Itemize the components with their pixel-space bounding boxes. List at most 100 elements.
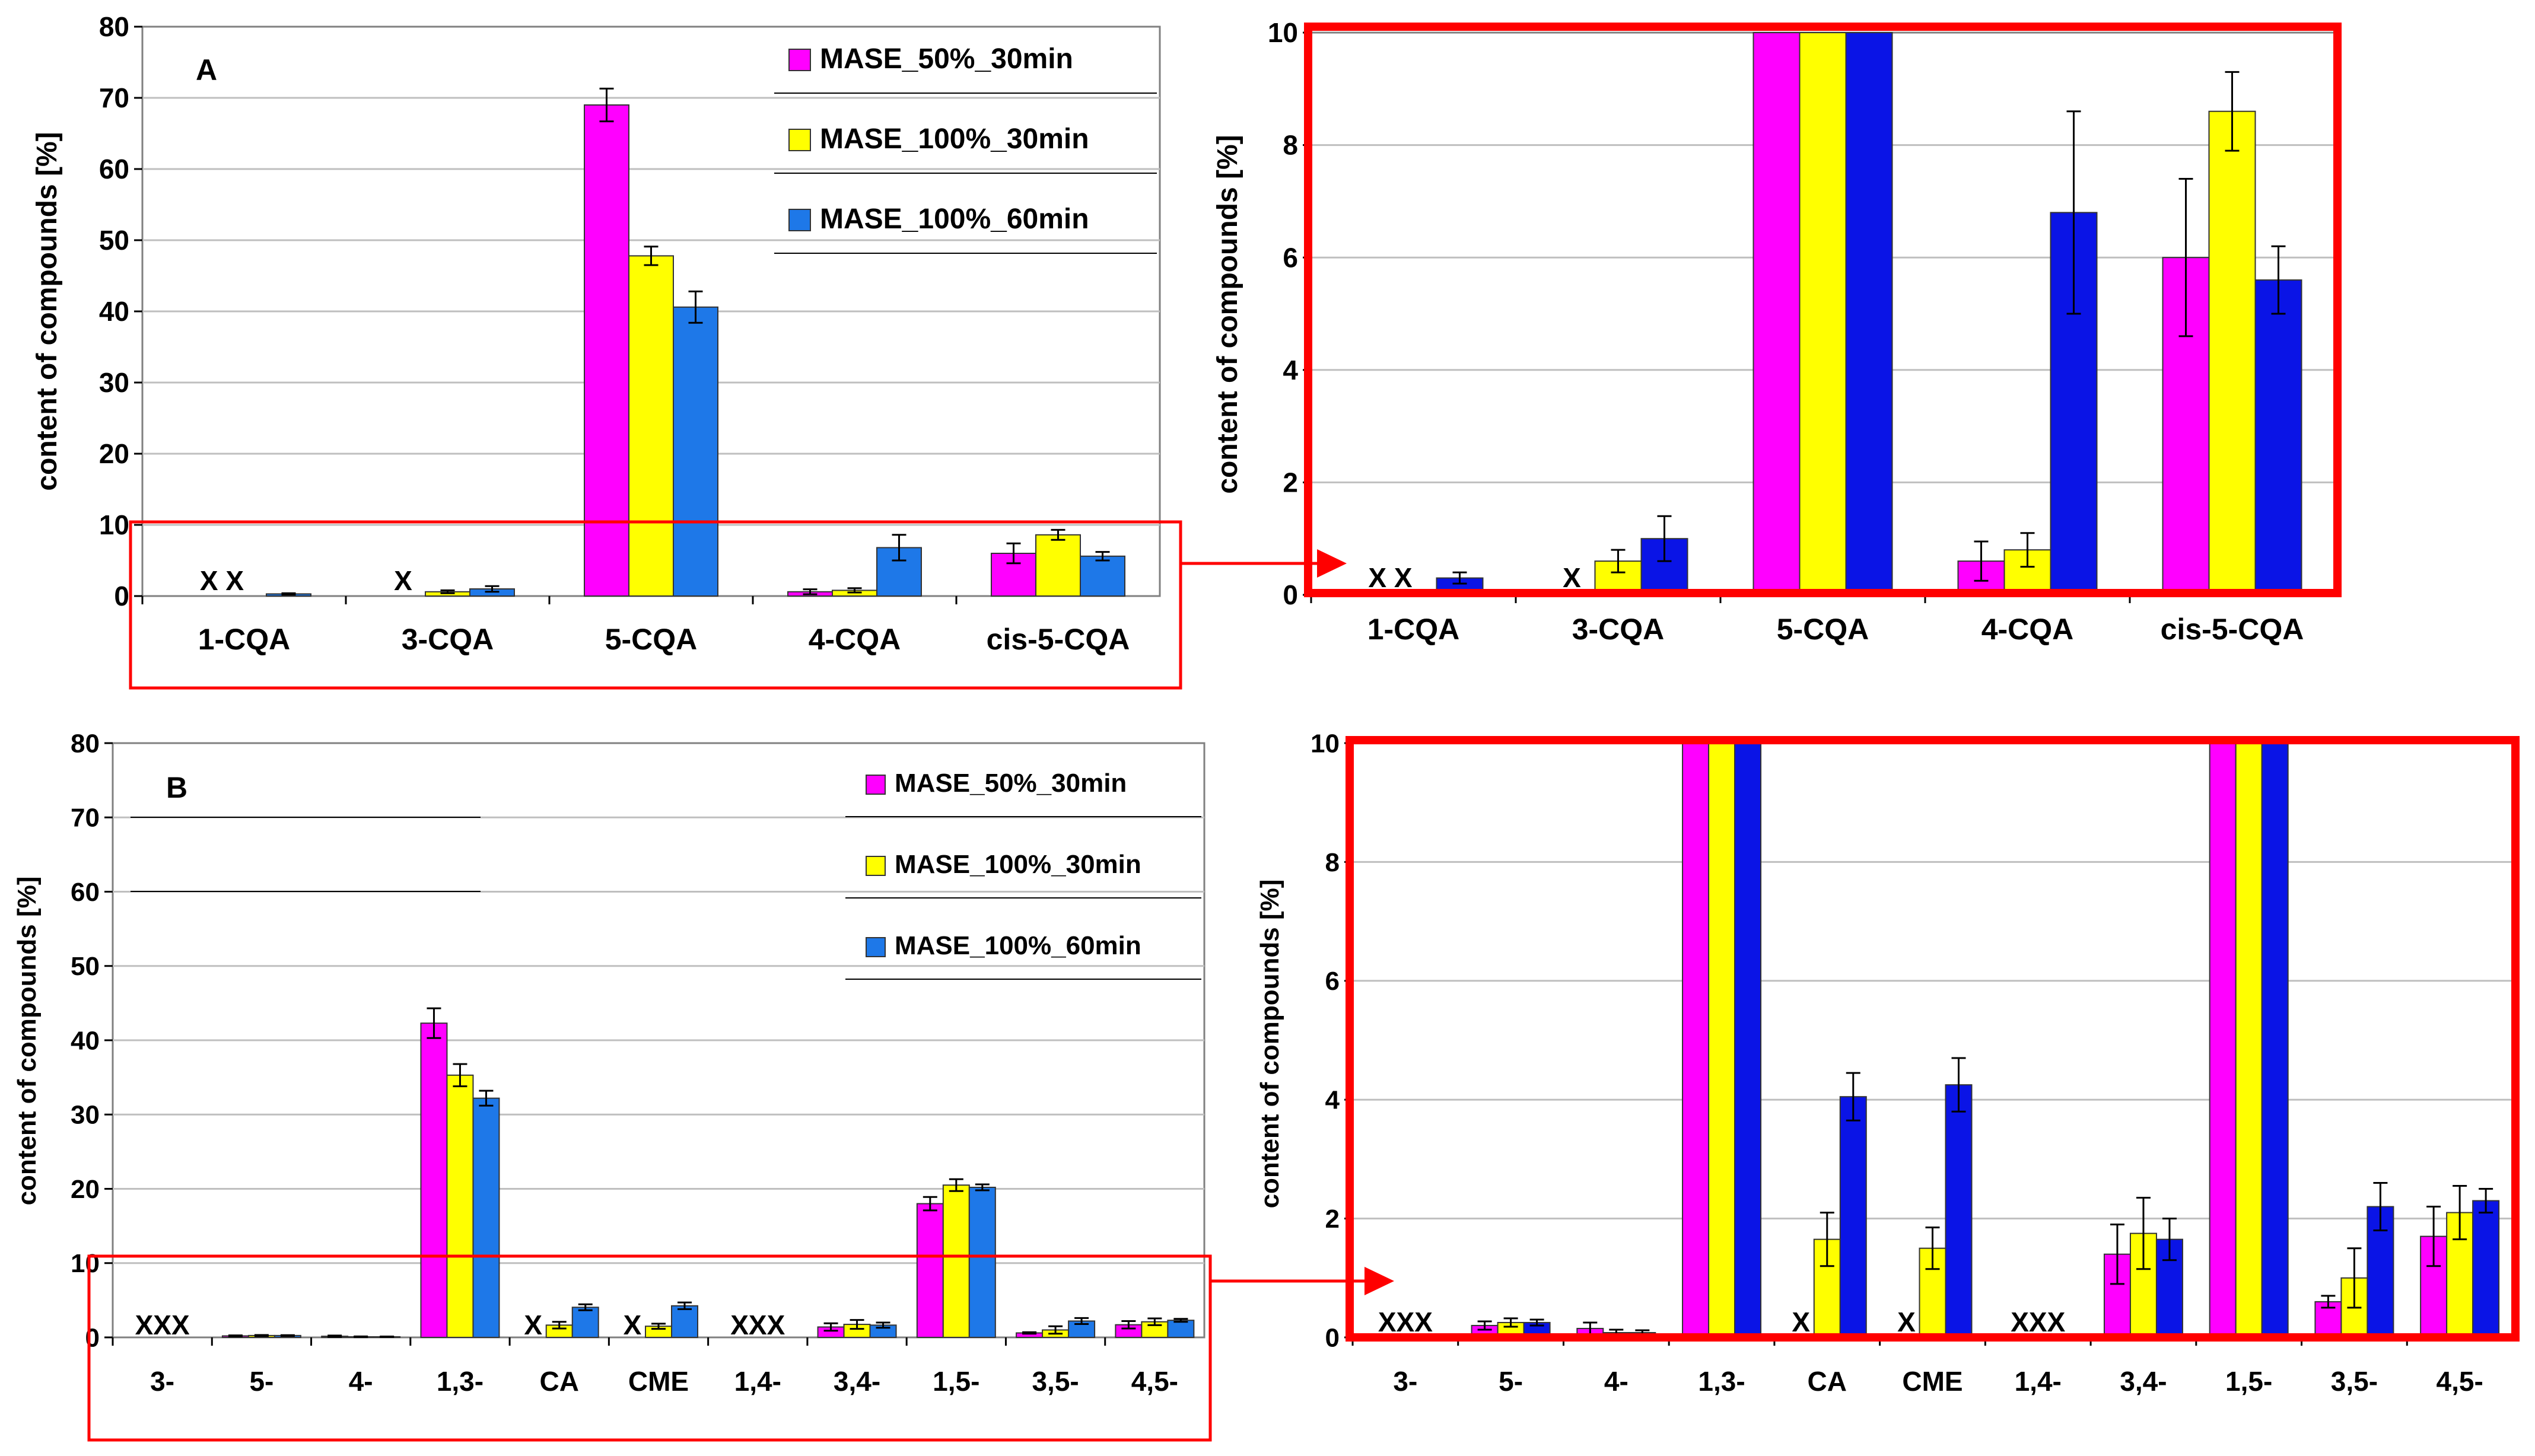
bar-5-CQA-MASE_100%_60min bbox=[673, 306, 718, 597]
y-tick-label: 20 bbox=[71, 1175, 100, 1204]
not-detected-mark: XXX bbox=[730, 1310, 785, 1340]
bar-CME-MASE_100%_30min bbox=[1919, 1247, 1946, 1338]
legend-swatch bbox=[866, 775, 886, 795]
y-tick-label: 2 bbox=[1325, 1205, 1340, 1234]
y-tick-label: 40 bbox=[71, 1026, 100, 1055]
y-tick-label: 6 bbox=[1325, 967, 1340, 996]
bar-CME-MASE_100%_60min bbox=[671, 1305, 698, 1339]
bar-CME-MASE_100%_60min bbox=[1945, 1084, 1973, 1339]
x-tick-label: 4-CQA bbox=[809, 623, 901, 656]
x-tick-label: 4- bbox=[1604, 1366, 1628, 1397]
y-tick-label: 70 bbox=[71, 804, 100, 833]
legend: MASE_50%_30min MASE_100%_30min MASE_100%_6… bbox=[774, 43, 1157, 254]
panel-label: A bbox=[196, 53, 217, 87]
bar-5-CQA-MASE_100%_30min bbox=[628, 255, 674, 597]
chart-B: 0 10 20 30 40 50 60 70 80 content of compounds [%… bbox=[12, 729, 1212, 1442]
zoom-region-box bbox=[87, 1254, 1212, 1442]
legend-label: MASE_50%_30min bbox=[895, 769, 1127, 798]
bar-1,5--MASE_50%_30min bbox=[2209, 743, 2237, 1338]
x-tick-label: 4-CQA bbox=[1981, 613, 2074, 646]
x-tick-label: 1-CQA bbox=[1367, 613, 1460, 646]
not-detected-mark: X bbox=[624, 1310, 642, 1340]
y-tick-label: 30 bbox=[71, 1101, 100, 1130]
x-tick-label: cis-5-CQA bbox=[2161, 613, 2304, 646]
x-tick-label: CA bbox=[1808, 1366, 1847, 1397]
x-tick-label: 1,5- bbox=[2225, 1366, 2272, 1397]
y-axis-label: content of compounds [%] bbox=[1212, 135, 1243, 493]
legend-label: MASE_50%_30min bbox=[820, 43, 1073, 75]
bar-4,5--MASE_100%_60min bbox=[1167, 1320, 1195, 1338]
zoom-frame bbox=[1304, 23, 2342, 597]
bar-CA-MASE_100%_60min bbox=[571, 1307, 599, 1338]
x-tick-label: 5- bbox=[249, 1366, 273, 1397]
legend-label: MASE_100%_60min bbox=[820, 203, 1089, 235]
x-tick-label: 3,5- bbox=[2331, 1366, 2378, 1397]
chart-A: 0 10 20 30 40 50 60 70 80 content of compounds [%… bbox=[31, 11, 1182, 690]
x-tick-label: 4,5- bbox=[1131, 1366, 1178, 1397]
y-tick-label: 10 bbox=[71, 1249, 100, 1278]
x-tick-label: 1,5- bbox=[933, 1366, 979, 1397]
legend-label: MASE_100%_30min bbox=[820, 123, 1089, 155]
not-detected-mark: X bbox=[1563, 562, 1581, 593]
y-tick-label: 20 bbox=[99, 438, 129, 469]
zoom-region-box bbox=[129, 520, 1182, 690]
zoom-arrow bbox=[1181, 549, 1347, 578]
y-tick-label: 0 bbox=[1325, 1323, 1340, 1352]
zoom-frame bbox=[1346, 736, 2520, 1342]
legend-swatch bbox=[788, 49, 811, 71]
bar-1,5--MASE_100%_30min bbox=[942, 1184, 970, 1339]
legend: MASE_50%_30min MASE_100%_30min MASE_100%_6… bbox=[845, 769, 1201, 980]
y-tick-label: 80 bbox=[71, 729, 100, 758]
chart-A-zoom: 0 2 4 6 8 10 content of compounds [%] 1-CQA 3-CQ… bbox=[1212, 17, 2342, 646]
x-tick-label: CA bbox=[540, 1366, 579, 1397]
y-tick-label: 0 bbox=[85, 1323, 100, 1352]
x-tick-label: 5- bbox=[1499, 1366, 1523, 1397]
zoom-arrow bbox=[1210, 1267, 1394, 1295]
bar-1,3--MASE_100%_60min bbox=[472, 1097, 500, 1338]
bar-1,5--MASE_100%_30min bbox=[2235, 743, 2263, 1338]
y-tick-label: 60 bbox=[71, 878, 100, 907]
bar-CA-MASE_100%_60min bbox=[1839, 1096, 1867, 1338]
y-axis-label: content of compounds [%] bbox=[31, 132, 63, 490]
y-tick-label: 10 bbox=[99, 509, 129, 540]
y-tick-label: 8 bbox=[1325, 848, 1340, 877]
panel-label: B bbox=[166, 771, 187, 804]
x-tick-label: 4,5- bbox=[2437, 1366, 2483, 1397]
not-detected-mark: X bbox=[1897, 1307, 1916, 1337]
legend-label: MASE_100%_60min bbox=[895, 931, 1141, 960]
y-tick-label: 4 bbox=[1283, 355, 1298, 385]
y-axis-label: content of compounds [%] bbox=[12, 877, 42, 1206]
y-tick-label: 6 bbox=[1283, 242, 1298, 273]
x-tick-label: 3-CQA bbox=[1572, 613, 1665, 646]
y-tick-label: 80 bbox=[99, 11, 129, 42]
y-tick-label: 10 bbox=[1268, 17, 1298, 48]
bar-1,5--MASE_50%_30min bbox=[916, 1203, 944, 1339]
not-detected-mark: X X bbox=[200, 565, 244, 596]
y-tick-label: 50 bbox=[71, 952, 100, 981]
x-tick-label: 3- bbox=[150, 1366, 174, 1397]
legend-label: MASE_100%_30min bbox=[895, 850, 1141, 879]
chart-B-zoom: 0 2 4 6 8 10 content of compounds [%] 3- 5- 4- 1,3… bbox=[1255, 729, 2520, 1397]
y-tick-label: 40 bbox=[99, 296, 129, 327]
y-tick-label: 50 bbox=[99, 225, 129, 256]
bar-1,3--MASE_50%_30min bbox=[1682, 743, 1710, 1338]
y-tick-label: 2 bbox=[1283, 467, 1298, 498]
bar-cis-5-CQA-MASE_100%_30min bbox=[1035, 534, 1081, 597]
x-tick-label: 3,4- bbox=[834, 1366, 880, 1397]
legend-swatch bbox=[866, 856, 886, 876]
not-detected-mark: X bbox=[1792, 1307, 1810, 1337]
y-tick-label: 8 bbox=[1283, 130, 1298, 161]
bar-1,5--MASE_100%_60min bbox=[968, 1186, 996, 1338]
y-tick-label: 60 bbox=[99, 154, 129, 184]
not-detected-mark: X bbox=[524, 1310, 542, 1340]
x-tick-label: 4- bbox=[349, 1366, 373, 1397]
x-tick-label: CME bbox=[628, 1366, 689, 1397]
x-tick-label: 5-CQA bbox=[605, 623, 698, 656]
y-axis-label: content of compounds [%] bbox=[1255, 880, 1284, 1209]
x-tick-label: 3-CQA bbox=[402, 623, 494, 656]
bar-1,5--MASE_100%_60min bbox=[2261, 743, 2289, 1338]
not-detected-mark: XXX bbox=[2011, 1307, 2065, 1337]
y-tick-label: 4 bbox=[1325, 1086, 1340, 1115]
y-tick-label: 70 bbox=[99, 82, 129, 113]
